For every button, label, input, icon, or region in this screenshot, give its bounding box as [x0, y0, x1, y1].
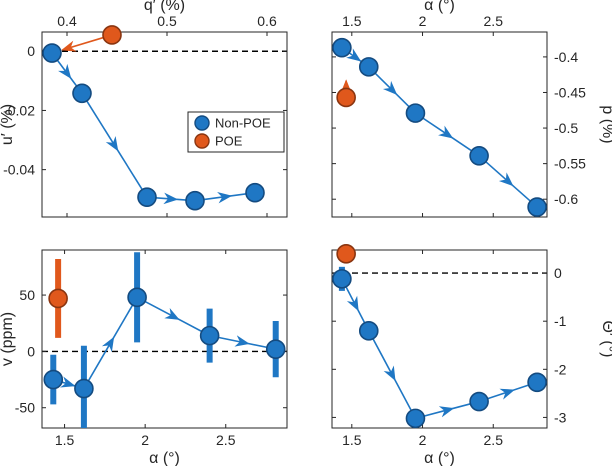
x-tick-label: 2 — [419, 432, 427, 448]
y-axis-label: p (%) — [599, 105, 612, 143]
x-tick-label: 1.5 — [342, 432, 362, 448]
axes-frame — [41, 249, 288, 429]
legend-label: Non-POE — [215, 116, 271, 131]
non-poe-point — [527, 372, 547, 393]
y-tick-label: -0.04 — [3, 162, 35, 178]
x-tick-label: 2.5 — [484, 432, 504, 448]
x-axis-label: q′ (%) — [144, 0, 185, 14]
x-axis-label: α (°) — [424, 0, 455, 14]
non-poe-point — [405, 408, 426, 429]
axes-frame — [331, 249, 548, 429]
y-tick-label: 0 — [27, 43, 35, 59]
y-tick-label: -50 — [15, 400, 35, 416]
poe-point — [336, 244, 356, 264]
non-poe-point — [137, 187, 157, 207]
poe-point — [102, 25, 122, 45]
legend: Non-POE POE — [187, 111, 285, 153]
y-tick-label: -0.4 — [554, 49, 578, 65]
x-tick-label: 2.5 — [484, 13, 504, 29]
y-tick-label: -3 — [554, 409, 567, 425]
poe-point — [336, 87, 356, 108]
non-poe-point — [469, 146, 489, 166]
y-tick-label: 0 — [27, 343, 35, 359]
y-axis-label: v (ppm) — [0, 312, 16, 366]
non-poe-point — [199, 325, 220, 346]
non-poe-point — [469, 391, 489, 412]
non-poe-point — [332, 37, 352, 58]
non-poe-point — [43, 369, 64, 390]
non-poe-point — [72, 83, 92, 104]
y-tick-label: -0.55 — [554, 156, 586, 172]
x-axis-label: α (°) — [149, 450, 180, 466]
non-poe-point — [74, 378, 94, 399]
non-poe-point — [42, 43, 62, 63]
x-axis-label: α (°) — [424, 450, 455, 466]
panel-top_right: 1.5 2 2.5 -0.4 -0.45 -0.5 -0.55 -0.6 α (°) p (%) — [331, 0, 612, 218]
x-tick-label: 0.6 — [257, 13, 277, 29]
y-tick-label: -0.02 — [3, 102, 35, 118]
y-tick-label: 0 — [554, 265, 562, 281]
y-tick-label: -2 — [554, 361, 567, 377]
panel-bottom_right: 1.5 2 2.5 0 -1 -2 -3 α (°) Θ′ (°) — [331, 244, 612, 466]
x-tick-label: 2.5 — [216, 432, 236, 448]
x-tick-label: 2 — [141, 432, 149, 448]
poe-point — [48, 288, 68, 309]
non-poe-point — [405, 103, 426, 123]
non-poe-point — [265, 339, 286, 359]
non-poe-point — [127, 287, 147, 308]
x-tick-label: 1.5 — [55, 432, 75, 448]
x-tick-label: 2 — [419, 13, 427, 29]
x-tick-label: 0.5 — [157, 13, 177, 29]
y-tick-label: -0.6 — [554, 191, 578, 207]
non-poe-trace-segment — [81, 92, 119, 152]
panel-bottom_left: 1.5 2 2.5 50 0 -50 α (°) v (ppm) — [0, 249, 288, 466]
non-poe-point — [527, 197, 547, 217]
non-poe-trace-segment — [113, 144, 148, 198]
non-poe-point — [332, 269, 352, 289]
non-poe-point — [358, 321, 379, 341]
x-tick-label: 0.4 — [57, 13, 77, 29]
axes-frame — [331, 31, 548, 218]
axes-frame — [41, 31, 288, 218]
poe-arrow — [61, 36, 104, 52]
panel-top_left: 0.4 0.5 0.6 0 -0.02 -0.04 q′ (%) u′ (%) — [0, 0, 288, 218]
legend-swatch — [194, 115, 210, 131]
non-poe-point — [245, 182, 265, 203]
legend-swatch — [194, 133, 210, 149]
x-tick-label: 1.5 — [342, 13, 362, 29]
non-poe-point — [358, 57, 379, 77]
y-tick-label: -0.45 — [554, 84, 586, 100]
y-axis-label: u′ (%) — [0, 104, 16, 145]
y-axis-label: Θ′ (°) — [599, 321, 612, 358]
y-tick-label: 50 — [19, 287, 35, 303]
y-tick-label: -0.5 — [554, 120, 578, 136]
non-poe-point — [185, 190, 205, 211]
legend-label: POE — [215, 134, 243, 149]
y-tick-label: -1 — [554, 313, 567, 329]
